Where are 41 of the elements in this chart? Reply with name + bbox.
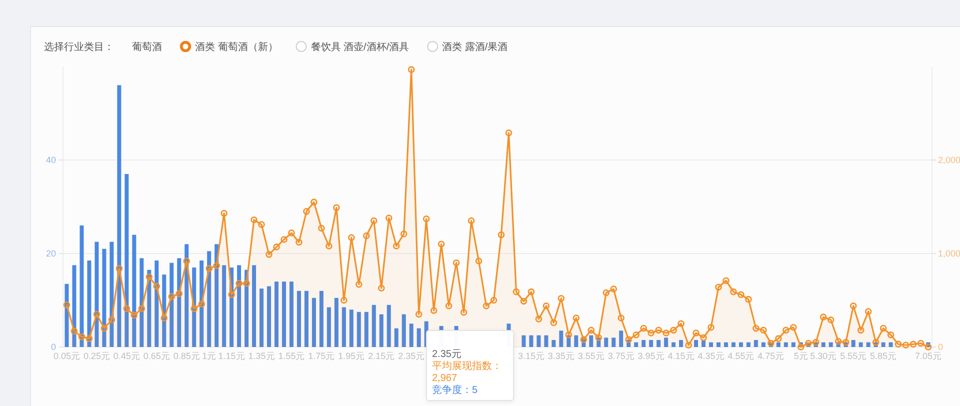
x-tick-label: 5.85元 <box>870 351 897 361</box>
x-tick-label: 0.65元 <box>143 351 170 361</box>
x-tick-label: 2.35元 <box>398 351 425 361</box>
x-tick-label: 0.25元 <box>83 351 110 361</box>
x-tick-label: 3.95元 <box>638 351 664 361</box>
filter-label: 酒类 葡萄酒（新） <box>195 42 278 53</box>
x-tick-label: 0.05元 <box>53 351 80 361</box>
x-tick-label: 1.95元 <box>338 351 365 361</box>
x-tick-label: 3.75元 <box>608 351 634 361</box>
x-tick-label: 0.45元 <box>113 351 140 361</box>
x-tick-label: 4.55元 <box>728 351 754 361</box>
filter-label: 选择行业类目： <box>44 42 114 53</box>
x-tick-label: 2.15元 <box>368 351 395 361</box>
x-tick-label: 5.30元 <box>810 351 837 361</box>
x-tick-label: 7.05元 <box>915 351 942 361</box>
x-tick-label: 4.75元 <box>758 351 784 361</box>
x-tick-label: 3.55元 <box>578 351 604 361</box>
x-tick-label: 0.85元 <box>173 351 200 361</box>
x-tick-label: 1.15元 <box>218 351 245 361</box>
y2-tick-label: 0 <box>938 342 944 352</box>
y-tick-label: 0 <box>50 342 56 352</box>
x-tick-label: 3.35元 <box>548 351 574 361</box>
tooltip-line: 平均展现指数：2,967 <box>432 361 503 384</box>
x-tick-label: 1元 <box>202 351 216 361</box>
x-tick-label: 5元 <box>794 351 808 361</box>
x-tick-label: 1.75元 <box>308 351 335 361</box>
tooltip-line: 竞争度：5 <box>432 385 478 397</box>
x-tick-label: 4.35元 <box>698 351 724 361</box>
y2-tick-label: 2,000 <box>938 155 960 165</box>
x-tick-label: 1.55元 <box>278 351 305 361</box>
x-tick-label: 4.15元 <box>668 351 694 361</box>
x-tick-label: 5.55元 <box>840 351 867 361</box>
filter-label: 酒类 露酒/果酒 <box>442 42 508 53</box>
y2-tick-label: 1,000 <box>938 248 960 258</box>
y-tick-label: 40 <box>46 155 56 165</box>
y-tick-label: 20 <box>46 248 56 258</box>
x-tick-label: 3.15元 <box>518 351 544 361</box>
tooltip-title: 2.35元 <box>432 349 462 361</box>
filter-label: 餐饮具 酒壶/酒杯/酒具 <box>310 42 410 53</box>
x-tick-label: 1.35元 <box>248 351 275 361</box>
filter-label: 葡萄酒 <box>132 42 162 53</box>
